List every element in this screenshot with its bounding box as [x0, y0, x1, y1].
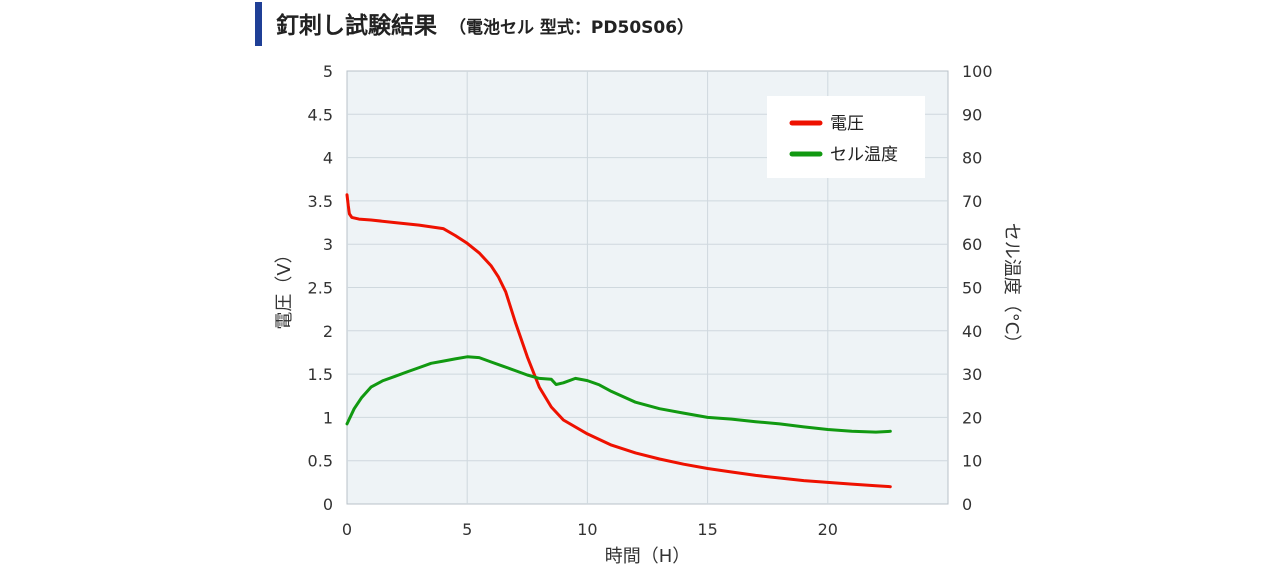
y-left-tick-label: 5	[323, 62, 333, 81]
y-right-tick-label: 10	[962, 452, 982, 471]
y-left-tick-label: 4.5	[308, 105, 333, 124]
legend-label: セル温度	[830, 145, 898, 165]
y-right-tick-label: 70	[962, 192, 982, 211]
x-tick-label: 0	[342, 520, 352, 539]
y-right-tick-label: 50	[962, 279, 982, 298]
y-left-tick-label: 1.5	[308, 365, 333, 384]
chart-title: 釘刺し試験結果	[276, 13, 437, 39]
x-axis-title: 時間（H）	[605, 546, 691, 567]
grid-lines	[347, 71, 948, 504]
y-axis-left-title: 電圧（V）	[274, 245, 295, 329]
right-axis-ticks: 0 10 20 30 40 50 60 70 80 90 100	[962, 62, 993, 514]
y-right-tick-label: 20	[962, 408, 982, 427]
page-title: 釘刺し試験結果 （電池セル 型式：PD50S06）	[276, 6, 694, 40]
y-right-tick-label: 60	[962, 235, 982, 254]
y-right-tick-label: 30	[962, 365, 982, 384]
x-axis-ticks: 0 5 10 15 20	[342, 520, 838, 539]
x-tick-label: 20	[818, 520, 838, 539]
y-left-tick-label: 0	[323, 495, 333, 514]
y-left-tick-label: 2	[323, 322, 333, 341]
chart-subtitle: （電池セル 型式：PD50S06）	[449, 18, 695, 38]
y-right-tick-label: 90	[962, 105, 982, 124]
y-left-tick-label: 0.5	[308, 452, 333, 471]
y-axis-right-title: セル温度（°C）	[1001, 223, 1022, 353]
voltage-series-line	[345, 193, 892, 489]
y-left-tick-label: 3	[323, 235, 333, 254]
x-tick-label: 15	[697, 520, 717, 539]
y-left-tick-label: 4	[323, 149, 333, 168]
legend-box	[767, 96, 925, 178]
y-right-tick-label: 80	[962, 149, 982, 168]
temperature-series-line	[345, 355, 892, 434]
y-right-tick-label: 100	[962, 62, 993, 81]
y-right-tick-label: 40	[962, 322, 982, 341]
series-lines	[345, 193, 892, 489]
y-left-tick-label: 3.5	[308, 192, 333, 211]
left-axis-ticks: 0 0.5 1 1.5 2 2.5 3 3.5 4 4.5 5	[308, 62, 333, 514]
x-tick-label: 5	[462, 520, 472, 539]
x-tick-label: 10	[577, 520, 597, 539]
y-left-tick-label: 2.5	[308, 279, 333, 298]
y-left-tick-label: 1	[323, 408, 333, 427]
legend-label: 電圧	[830, 114, 864, 134]
y-right-tick-label: 0	[962, 495, 972, 514]
title-accent-bar	[255, 2, 262, 46]
